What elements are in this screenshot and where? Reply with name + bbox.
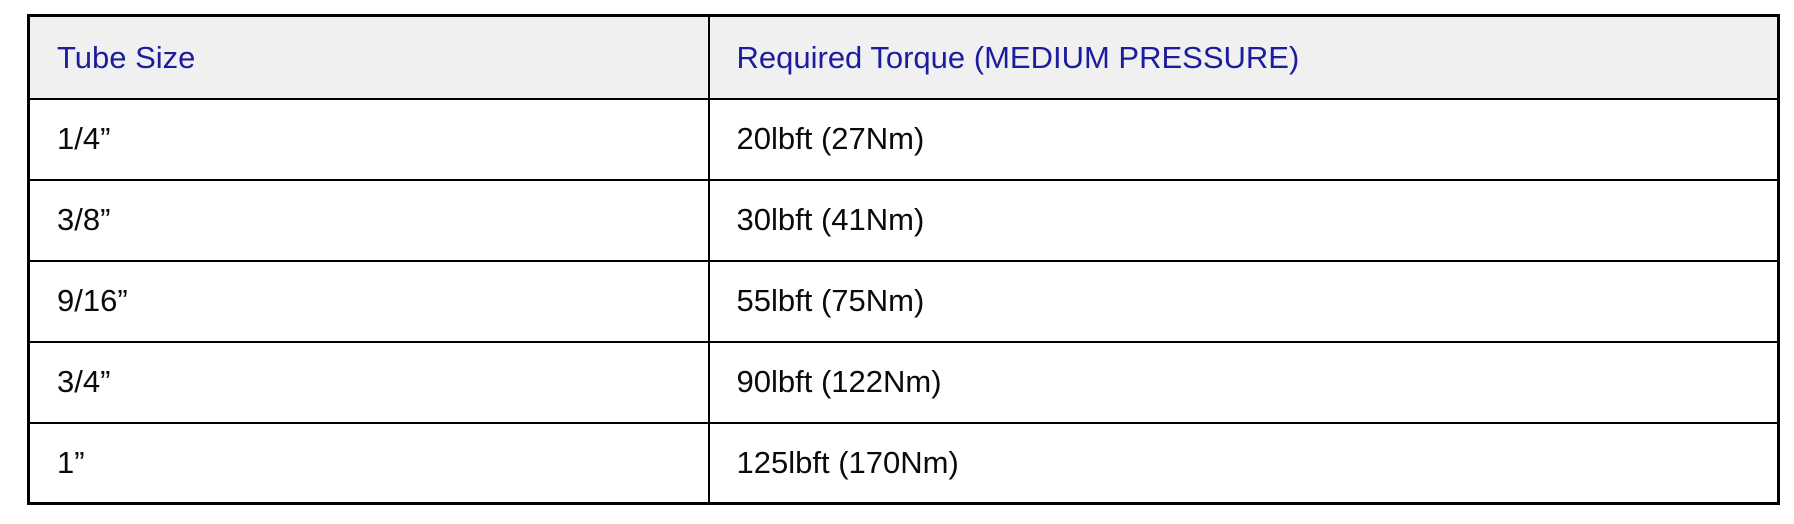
tube-size-cell: 1” xyxy=(27,421,710,505)
column-header-required-torque: Required Torque (MEDIUM PRESSURE) xyxy=(707,14,1780,100)
torque-cell: 125lbft (170Nm) xyxy=(707,421,1780,505)
tube-size-cell: 3/8” xyxy=(27,178,710,262)
torque-cell: 90lbft (122Nm) xyxy=(707,340,1780,424)
table-row: 1/4” 20lbft (27Nm) xyxy=(27,97,1780,181)
table-header-row: Tube Size Required Torque (MEDIUM PRESSU… xyxy=(27,14,1780,100)
table-row: 1” 125lbft (170Nm) xyxy=(27,421,1780,505)
torque-cell: 20lbft (27Nm) xyxy=(707,97,1780,181)
torque-table: Tube Size Required Torque (MEDIUM PRESSU… xyxy=(27,14,1780,505)
tube-size-cell: 1/4” xyxy=(27,97,710,181)
table-row: 9/16” 55lbft (75Nm) xyxy=(27,259,1780,343)
tube-size-cell: 3/4” xyxy=(27,340,710,424)
table-row: 3/4” 90lbft (122Nm) xyxy=(27,340,1780,424)
tube-size-cell: 9/16” xyxy=(27,259,710,343)
table-row: 3/8” 30lbft (41Nm) xyxy=(27,178,1780,262)
torque-table-grid: Tube Size Required Torque (MEDIUM PRESSU… xyxy=(27,14,1780,505)
column-header-tube-size: Tube Size xyxy=(27,14,710,100)
torque-cell: 30lbft (41Nm) xyxy=(707,178,1780,262)
torque-cell: 55lbft (75Nm) xyxy=(707,259,1780,343)
